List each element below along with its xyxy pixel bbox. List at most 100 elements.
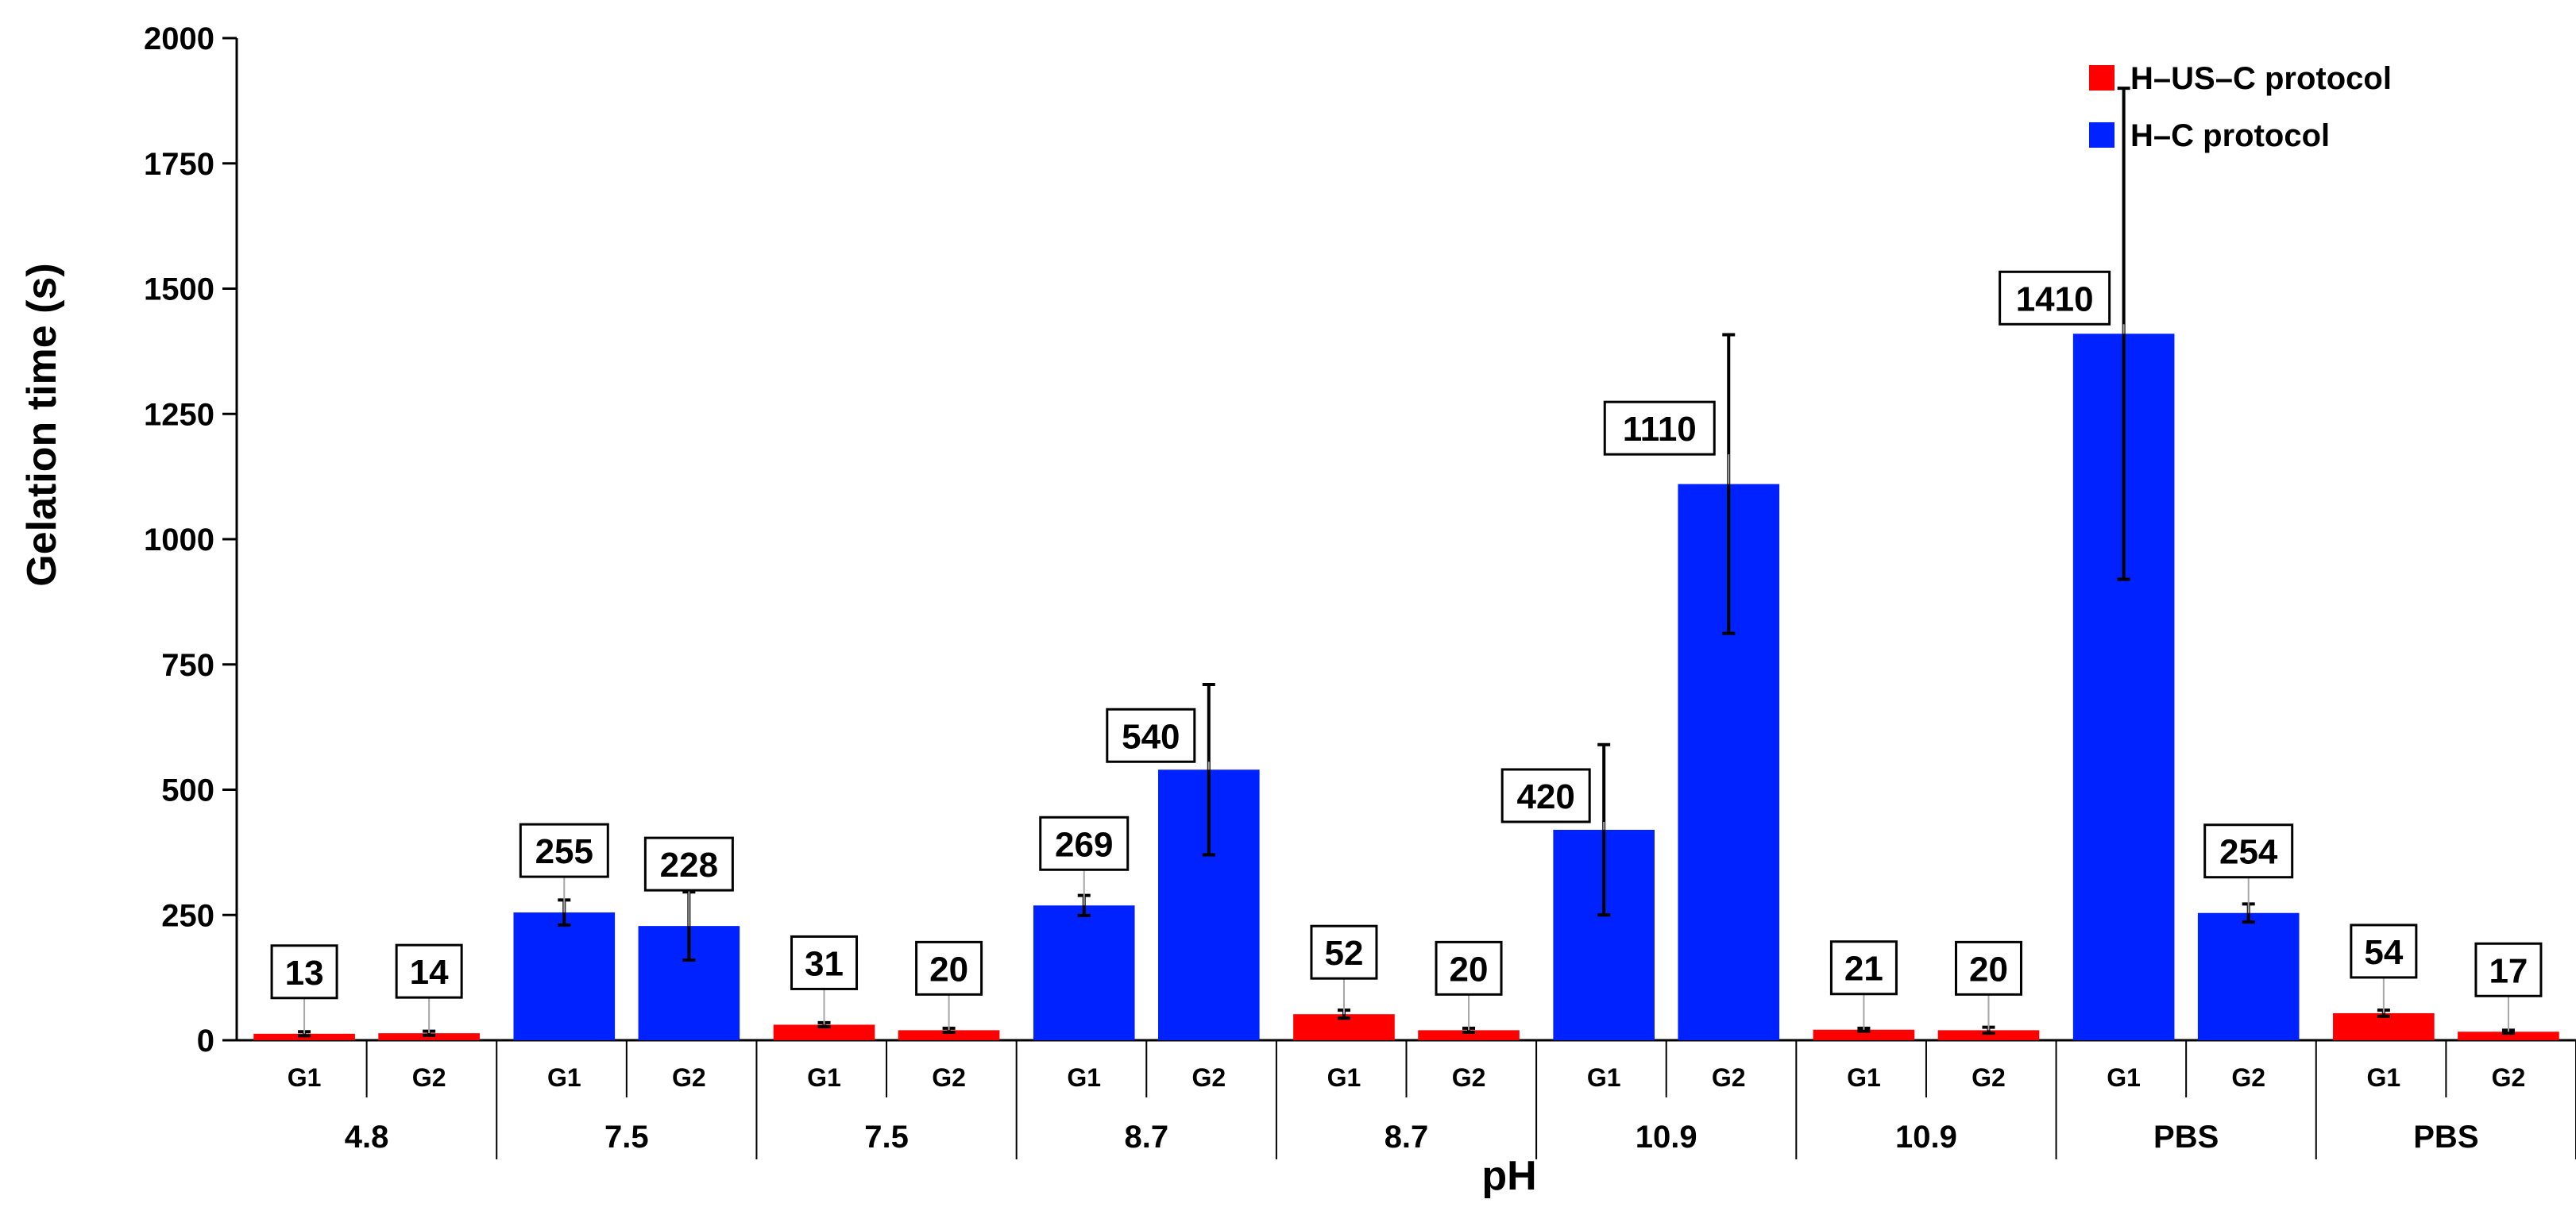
data-label: 269 (1055, 825, 1113, 864)
legend-label: H–US–C protocol (2130, 61, 2392, 96)
y-axis-label: Gelation time (s) (19, 263, 65, 586)
bar-group: 1410 254 (1999, 87, 2300, 1040)
x-category-label: 8.7 (1124, 1120, 1168, 1155)
x-subcategory-label: G1 (2107, 1063, 2141, 1092)
data-label: 254 (2219, 833, 2278, 872)
x-category-label: 7.5 (604, 1120, 649, 1155)
x-subcategory-label: G1 (1327, 1063, 1361, 1092)
x-subcategory-label: G2 (1712, 1063, 1746, 1092)
data-label-box (1954, 940, 2022, 996)
x-subcategory-label: G1 (288, 1063, 322, 1092)
bar (513, 912, 616, 1040)
data-label: 255 (535, 832, 593, 871)
x-subcategory-label: G1 (807, 1063, 841, 1092)
legend-label: H–C protocol (2130, 118, 2330, 153)
plot-area: 13 14 255 228 31 20 269 540 52 20 420 1110 21 20 1410 2… (253, 87, 2559, 1040)
data-label-box (1106, 708, 1196, 763)
data-label: 17 (2489, 951, 2528, 990)
data-label-box (395, 943, 463, 999)
data-label: 540 (1122, 717, 1180, 756)
legend-item: H–US–C protocol (2089, 61, 2392, 96)
x-subcategory-label: G2 (2492, 1063, 2526, 1092)
data-label: 420 (1516, 777, 1574, 816)
data-label-box (2474, 942, 2543, 997)
x-subcategory-label: G2 (1191, 1063, 1226, 1092)
bar-group: 269 540 (1033, 682, 1260, 1040)
x-subcategory-label: G2 (932, 1063, 966, 1092)
x-category-label: 10.9 (1636, 1120, 1697, 1155)
bar-group: 21 20 (1813, 940, 2040, 1040)
data-label: 52 (1324, 934, 1363, 973)
x-category-label: PBS (2413, 1120, 2478, 1155)
x-subcategory-label: G2 (672, 1063, 706, 1092)
data-label-box (2350, 924, 2418, 979)
data-label-box (1999, 270, 2111, 326)
data-label-box (790, 935, 859, 990)
data-label-box (1829, 940, 1898, 996)
bar-group: 420 1110 (1500, 333, 1780, 1040)
bar (898, 1030, 1000, 1040)
data-label: 54 (2364, 933, 2403, 972)
bar-group: 31 20 (773, 935, 1000, 1040)
data-label-box (1310, 924, 1378, 980)
x-subcategory-label: G2 (1972, 1063, 2006, 1092)
data-label-box (1039, 816, 1130, 871)
y-tick-label: 0 (197, 1024, 214, 1059)
data-label-box (519, 823, 609, 878)
data-label: 20 (1969, 950, 2008, 989)
x-subcategory-label: G1 (1587, 1063, 1621, 1092)
x-category-label: 7.5 (864, 1120, 909, 1155)
y-tick-label: 1000 (144, 523, 214, 557)
bar-group: 54 17 (2333, 924, 2559, 1040)
x-subcategory-label: G2 (2231, 1063, 2265, 1092)
y-tick-label: 250 (161, 898, 214, 933)
y-tick-label: 750 (161, 648, 214, 683)
bar (1033, 905, 1135, 1040)
y-tick-label: 500 (161, 773, 214, 808)
data-label: 21 (1844, 950, 1883, 989)
legend: H–US–C protocol H–C protocol (2089, 61, 2392, 153)
x-axis-categories: G1 G2 4.8 G1 G2 7.5 G1 G2 7.5 G1 G2 8.7 G1 G2 8.7 G1 G2 1… (288, 1040, 2576, 1159)
axes (235, 38, 2576, 1042)
y-axis-ticks: 0 250 500 750 1000 1250 1500 1750 2000 (144, 21, 237, 1059)
legend-swatch (2089, 122, 2114, 148)
x-subcategory-label: G2 (1452, 1063, 1486, 1092)
data-label: 20 (1450, 950, 1489, 989)
x-category-label: 4.8 (345, 1120, 389, 1155)
data-label-box (1500, 768, 1591, 823)
legend-swatch (2089, 65, 2114, 91)
x-category-label: 8.7 (1385, 1120, 1429, 1155)
x-category-label: 10.9 (1895, 1120, 1957, 1155)
bar (2458, 1032, 2559, 1040)
bar (773, 1024, 875, 1040)
bar (1418, 1030, 1520, 1040)
bar-group: 13 14 (253, 943, 480, 1040)
data-label: 1410 (2016, 280, 2094, 318)
y-tick-label: 2000 (144, 21, 214, 56)
bar (1937, 1030, 2040, 1040)
data-label-box (643, 836, 734, 892)
x-axis-label: pH (1481, 1153, 1536, 1199)
data-label-box (1603, 400, 1716, 456)
x-category-label: PBS (2153, 1120, 2219, 1155)
x-subcategory-label: G2 (412, 1063, 446, 1092)
legend-item: H–C protocol (2089, 118, 2330, 153)
bar (1813, 1029, 1915, 1040)
bar-group: 255 228 (513, 823, 740, 1040)
data-label-box (915, 940, 983, 996)
data-label: 13 (285, 954, 324, 993)
data-label: 14 (410, 953, 449, 992)
data-label-box (2203, 823, 2294, 879)
data-label: 20 (929, 950, 968, 989)
data-label-box (270, 944, 338, 1000)
x-subcategory-label: G1 (547, 1063, 581, 1092)
x-subcategory-label: G1 (1067, 1063, 1101, 1092)
bar (2197, 912, 2300, 1040)
data-label: 228 (660, 846, 718, 885)
x-subcategory-label: G1 (1847, 1063, 1881, 1092)
data-label: 31 (805, 944, 844, 983)
bar-group: 52 20 (1293, 924, 1520, 1040)
data-label-box (1435, 940, 1503, 996)
x-subcategory-label: G1 (2367, 1063, 2401, 1092)
